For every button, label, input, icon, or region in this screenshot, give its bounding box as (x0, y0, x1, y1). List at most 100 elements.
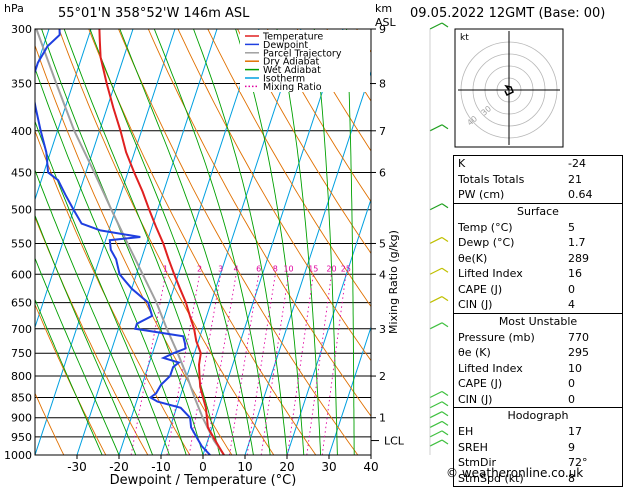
hodograph-value: 9 (568, 440, 575, 454)
pressure-tick-label: 700 (11, 323, 32, 336)
pressure-tick-label: 1000 (4, 449, 32, 462)
wet-adiabat-line (35, 298, 103, 455)
pressure-tick-label: 400 (11, 125, 32, 138)
temperature-line (98, 29, 225, 455)
wind-barb (429, 22, 443, 30)
wind-barb (429, 124, 443, 132)
mixing-ratio-line (260, 274, 289, 455)
hodograph-value: 8 (568, 471, 575, 485)
dry-adiabat-line (35, 44, 233, 455)
hodograph-label: SREH (458, 440, 488, 454)
temperature-tick-label: 40 (363, 460, 378, 474)
mixing-ratio-line (287, 274, 314, 455)
wind-barb (429, 322, 443, 330)
parcel-trajectory-line (35, 29, 225, 455)
surface-table: Temp (°C) 5 Dewp (°C) 1.7 θe(K) 289 Lifted Ind… (454, 220, 622, 313)
wind-barb-flag (441, 439, 449, 445)
most-unstable-value: 770 (568, 330, 589, 344)
wind-barb-flag (441, 411, 449, 417)
surface-value: 4 (568, 298, 575, 311)
surface-row: Lifted Index 16 (454, 266, 622, 282)
dry-adiabat-line (266, 29, 371, 203)
pressure-tick-label: 600 (11, 268, 32, 281)
mixing-ratio-line (205, 274, 237, 455)
mixing-ratio-tick-label: 3 (218, 264, 223, 273)
wind-barb-flag (441, 22, 449, 28)
isotherm-line (286, 197, 371, 455)
wind-barb-flag (441, 322, 449, 328)
pressure-tick-label: 500 (11, 204, 32, 217)
mixing-ratio-tick-label: 4 (234, 264, 239, 273)
mixing-ratio-tick-label: 2 (197, 264, 202, 273)
most-unstable-value: 10 (568, 361, 582, 375)
temperature-tick-label: -10 (151, 460, 171, 474)
surface-row: Temp (°C) 5 (454, 220, 622, 236)
index-row: PW (cm) 0.64 (454, 187, 622, 203)
surface-label: CIN (J) (458, 298, 493, 311)
surface-title: Surface (454, 202, 622, 220)
isotherm-line (160, 29, 302, 455)
most-unstable-row: Lifted Index 10 (454, 361, 622, 377)
surface-label: Lifted Index (458, 267, 523, 280)
legend-label: Dry Adiabat (263, 57, 320, 68)
isotherm-line (328, 325, 371, 455)
wet-adiabat-line (35, 168, 154, 455)
surface-value: 0 (568, 282, 575, 296)
pressure-tick-label: 800 (11, 370, 32, 383)
most-unstable-table: Pressure (mb) 770 θe (K) 295 Lifted Index 10 C… (454, 330, 622, 408)
wind-barb (429, 203, 443, 211)
index-row: K -24 (454, 156, 622, 172)
hodograph-label: EH (458, 425, 474, 438)
km-tick-label: 9 (379, 23, 386, 36)
surface-row: CIN (J) 4 (454, 297, 622, 313)
wind-barb-flag (441, 236, 449, 242)
wet-adiabat-line (35, 67, 187, 455)
surface-label: Dewp (°C) (458, 236, 515, 249)
mixing-ratio-line (246, 274, 276, 455)
wet-adiabat-line (119, 29, 254, 455)
wind-barb (429, 267, 443, 275)
legend-label: Wet Adiabat (263, 65, 321, 76)
wet-adiabat-line (153, 29, 271, 455)
temperature-tick-label: 30 (321, 460, 336, 474)
hodograph-table: EH 17 SREH 9 StmDir 72° StmSpd (kt) 8 (454, 424, 622, 486)
wet-adiabat-line (235, 29, 305, 455)
km-tick-label: 1 (379, 412, 386, 425)
hodograph-trace (504, 84, 514, 97)
isotherm-line (202, 29, 344, 455)
wet-adiabat-line (41, 29, 204, 455)
wind-barb-flag (441, 296, 449, 302)
hodograph-label: StmSpd (kt) (458, 471, 524, 485)
mixing-ratio-axis-label: Mixing Ratio (g/kg) (387, 230, 400, 334)
hpa-label: hPa (4, 2, 24, 15)
mixing-ratio-tick-label: 20 (326, 264, 336, 273)
index-label: Totals Totals (458, 172, 525, 186)
mixing-ratio-tick-label: 6 (256, 264, 261, 273)
most-unstable-value: 295 (568, 346, 589, 359)
wet-adiabat-line (89, 29, 238, 455)
dry-adiabat-line (177, 29, 371, 362)
pressure-tick-label: 950 (11, 431, 32, 444)
mixing-ratio-line (188, 274, 222, 455)
hodograph-row: StmSpd (kt) 8 (454, 471, 622, 487)
surface-value: 1.7 (568, 236, 586, 249)
wind-barb (429, 430, 443, 438)
wind-barb (429, 236, 443, 245)
wind-barb-flag (441, 267, 449, 273)
wind-barb (429, 439, 443, 447)
surface-row: CAPE (J) 0 (454, 282, 622, 298)
wet-adiabat-line (63, 29, 221, 455)
surface-value: 289 (568, 251, 589, 265)
wind-barb-flag (441, 124, 449, 130)
datetime-title: 09.05.2022 12GMT (Base: 00) (410, 6, 606, 21)
legend-label: Dewpoint (263, 40, 308, 51)
lcl-label: LCL (384, 435, 405, 448)
dry-adiabat-line (35, 216, 149, 455)
copyright-footer[interactable]: © weatheronline.co.uk (446, 466, 584, 480)
surface-row: θe(K) 289 (454, 251, 622, 267)
pressure-tick-label: 550 (11, 237, 32, 250)
indices-table: K -24 Totals Totals 21 PW (cm) 0.64 (454, 156, 622, 203)
most-unstable-title: Most Unstable (454, 312, 622, 330)
km-tick-label: 8 (379, 78, 386, 91)
